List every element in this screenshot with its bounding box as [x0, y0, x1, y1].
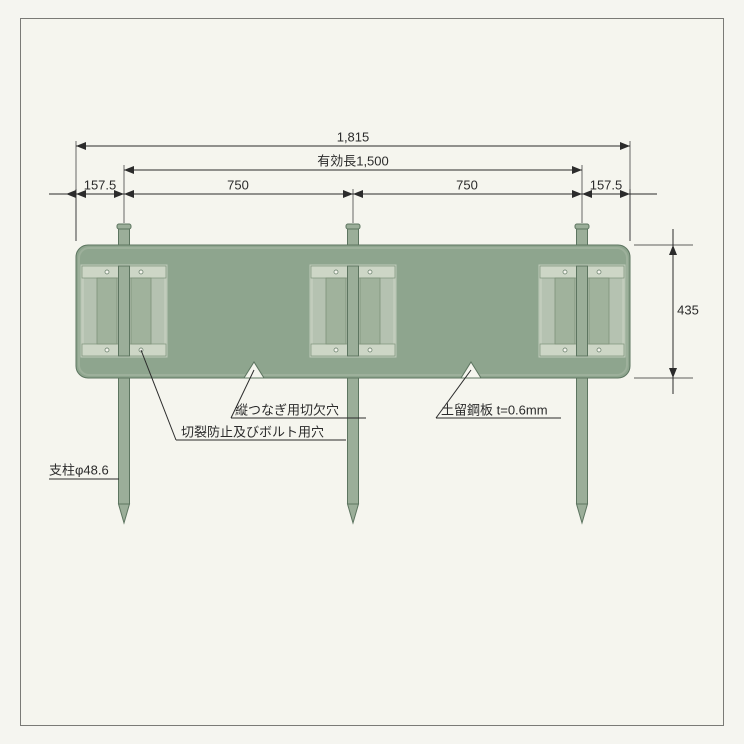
drawing-svg: 1,815 有効長1,500 — [21, 19, 723, 725]
label-plate: 土留鋼板 t=0.6mm — [441, 402, 548, 417]
dim-seg-right: 157.5 — [590, 177, 623, 192]
label-post: 支柱φ48.6 — [49, 462, 109, 477]
leader-post: 支柱φ48.6 — [49, 462, 119, 479]
dim-total-text: 1,815 — [337, 129, 370, 144]
dim-total: 1,815 — [76, 129, 630, 150]
page-background: 1,815 有効長1,500 — [0, 0, 744, 744]
dim-seg-mid1: 750 — [227, 177, 249, 192]
dim-seg-mid2: 750 — [456, 177, 478, 192]
dim-seg-left: 157.5 — [84, 177, 117, 192]
label-notch: 縦つなぎ用切欠穴 — [235, 402, 339, 417]
dim-height: 435 — [634, 229, 699, 394]
dim-effective-text: 有効長1,500 — [317, 153, 389, 168]
drawing-frame: 1,815 有効長1,500 — [20, 18, 724, 726]
dim-effective: 有効長1,500 — [124, 153, 582, 174]
dim-height-text: 435 — [677, 302, 699, 317]
label-bolt: 切裂防止及びボルト用穴 — [181, 424, 324, 439]
